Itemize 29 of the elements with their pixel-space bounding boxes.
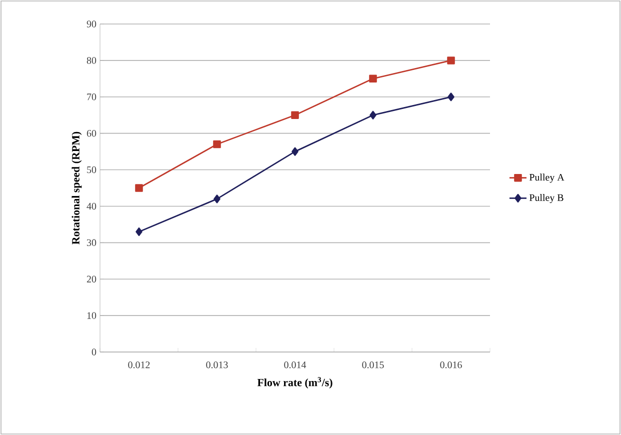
x-tick-label: 0.015: [362, 362, 384, 368]
legend-label: Pulley A: [529, 174, 564, 183]
x-tick-label: 0.016: [440, 362, 462, 368]
point: [213, 140, 221, 148]
y-tick-label: 40: [86, 202, 96, 210]
y-tick-label: 90: [86, 20, 96, 28]
x-tick-label: 0.014: [284, 362, 306, 368]
legend-label: Pulley B: [529, 194, 564, 204]
y-tick-label: 0: [92, 348, 96, 356]
y-tick-label: 70: [87, 94, 96, 100]
y-tick-label: 80: [86, 57, 96, 64]
point: [447, 56, 455, 64]
y-axis-title: Rotational speed (RPM): [72, 132, 82, 244]
x-tick-label: 0.012: [128, 362, 150, 368]
x-tick-label: 0.013: [206, 362, 228, 368]
y-tick-label: 20: [86, 276, 96, 282]
y-tick-label: 10: [87, 312, 96, 319]
y-tick-label: 30: [87, 239, 96, 246]
y-tick-label: 60: [86, 130, 96, 137]
point: [136, 227, 142, 236]
point: [291, 111, 299, 120]
point: [370, 110, 376, 120]
y-tick-label: 50: [87, 166, 96, 174]
x-axis-title: Flow rate (m$^{3}$/s): [257, 377, 332, 388]
point: [135, 184, 143, 192]
point: [448, 92, 454, 102]
point: [214, 194, 220, 204]
point: [292, 147, 298, 156]
point: [369, 74, 377, 83]
